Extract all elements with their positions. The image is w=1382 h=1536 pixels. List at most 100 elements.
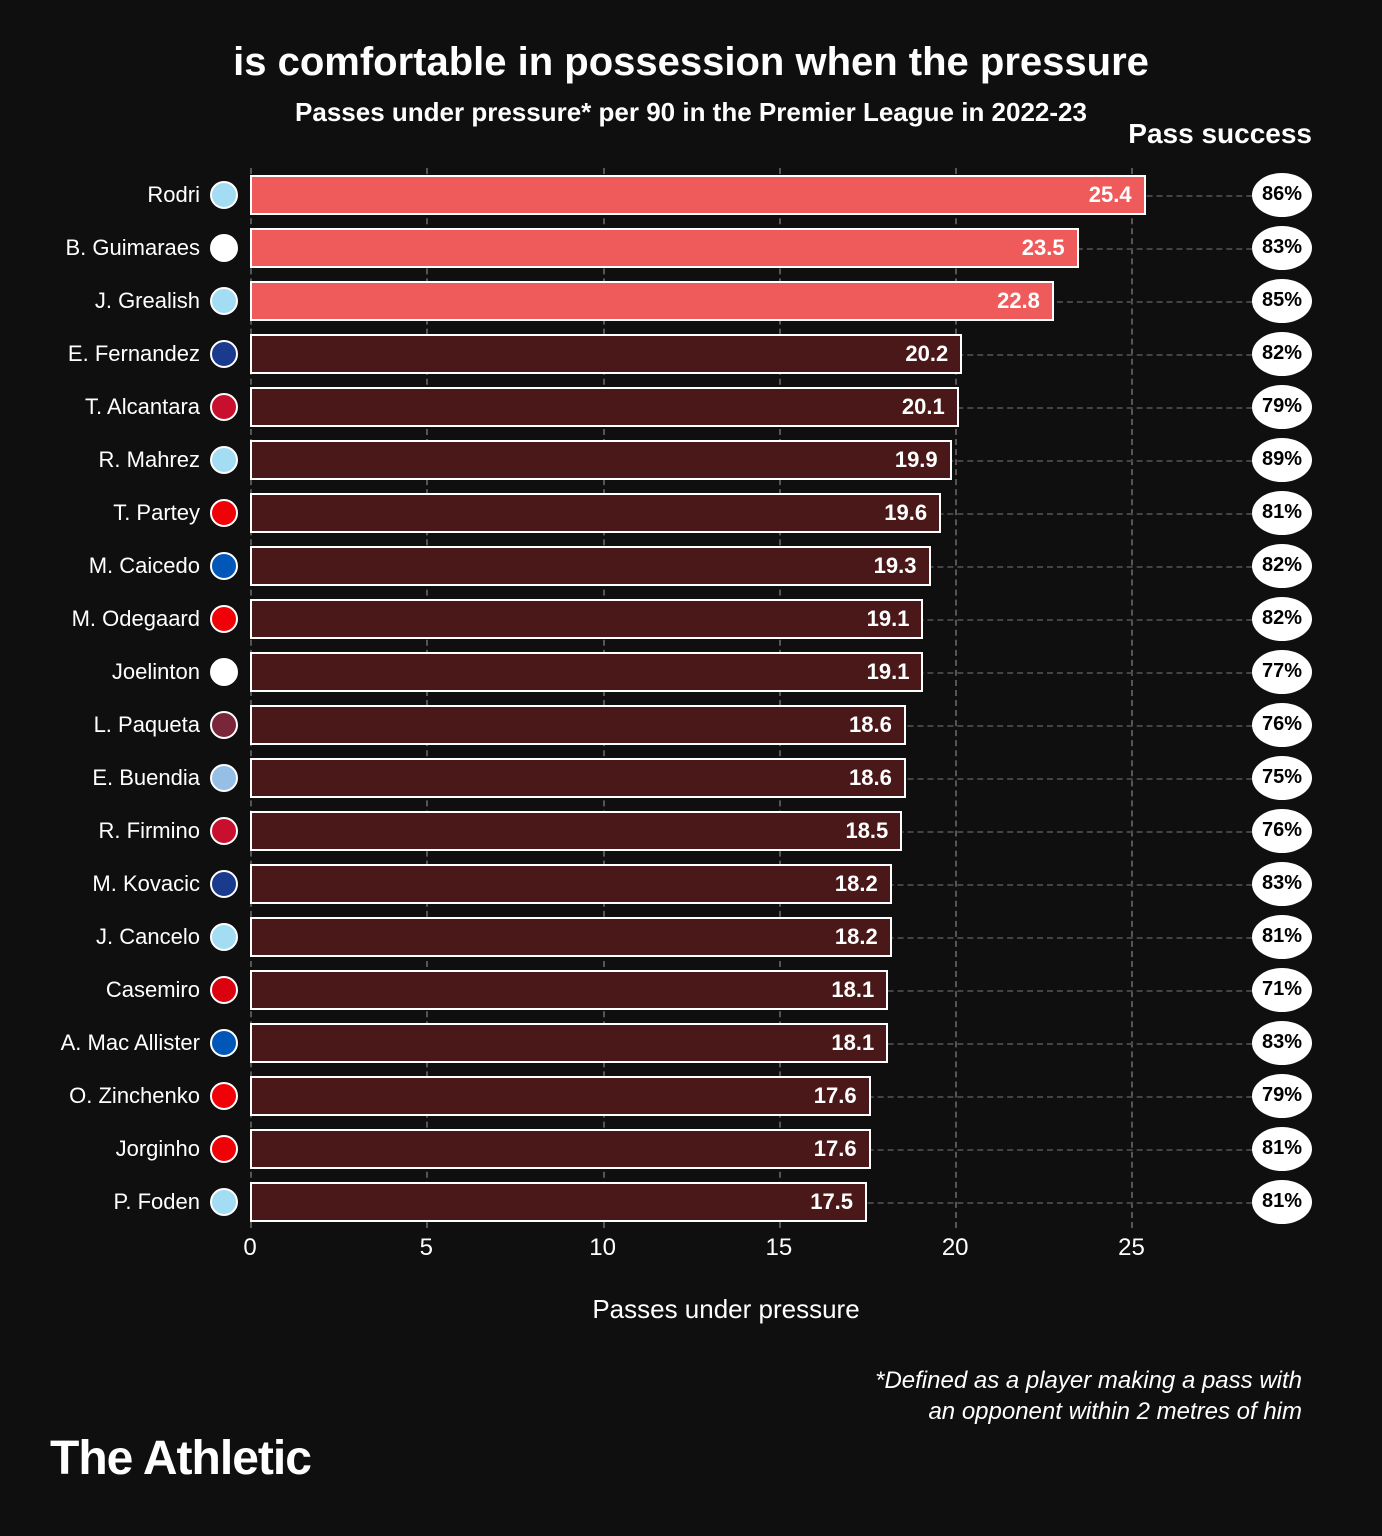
pass-success-value: 85%: [1252, 279, 1312, 323]
x-axis: 0510152025: [250, 1234, 1202, 1274]
team-badge-icon: [210, 446, 238, 474]
table-row: E. Buendia18.675%: [250, 751, 1202, 804]
player-name: T. Alcantara: [85, 394, 200, 420]
table-row: Rodri25.486%: [250, 168, 1202, 221]
bar: 18.1: [250, 970, 888, 1010]
table-row: Casemiro18.171%: [250, 963, 1202, 1016]
team-badge-icon: [210, 287, 238, 315]
bar: 18.2: [250, 864, 892, 904]
team-badge-icon: [210, 1135, 238, 1163]
team-badge-icon: [210, 658, 238, 686]
player-name: Joelinton: [112, 659, 200, 685]
team-badge-icon: [210, 605, 238, 633]
pass-success-value: 75%: [1252, 756, 1312, 800]
player-name: M. Caicedo: [89, 553, 200, 579]
bar: 19.6: [250, 493, 941, 533]
team-badge-icon: [210, 870, 238, 898]
team-badge-icon: [210, 976, 238, 1004]
player-name: O. Zinchenko: [69, 1083, 200, 1109]
player-name: R. Firmino: [99, 818, 200, 844]
pass-success-value: 76%: [1252, 703, 1312, 747]
player-name: A. Mac Allister: [61, 1030, 200, 1056]
bar: 22.8: [250, 281, 1054, 321]
table-row: J. Grealish22.885%: [250, 274, 1202, 327]
chart-area: Pass success Rodri25.486%B. Guimaraes23.…: [250, 168, 1202, 1325]
pass-success-value: 79%: [1252, 385, 1312, 429]
pass-success-value: 77%: [1252, 650, 1312, 694]
x-axis-label: Passes under pressure: [250, 1294, 1202, 1325]
player-name: Rodri: [147, 182, 200, 208]
pass-success-value: 82%: [1252, 544, 1312, 588]
player-name: J. Cancelo: [96, 924, 200, 950]
pass-success-value: 79%: [1252, 1074, 1312, 1118]
x-tick-label: 10: [589, 1234, 616, 1262]
team-badge-icon: [210, 764, 238, 792]
x-tick-label: 0: [243, 1234, 256, 1262]
player-name: B. Guimaraes: [66, 235, 201, 261]
pass-success-value: 71%: [1252, 968, 1312, 1012]
player-name: M. Odegaard: [72, 606, 200, 632]
table-row: O. Zinchenko17.679%: [250, 1069, 1202, 1122]
player-name: Jorginho: [116, 1136, 200, 1162]
footnote-line: *Defined as a player making a pass with: [60, 1365, 1302, 1396]
pass-success-value: 83%: [1252, 226, 1312, 270]
table-row: R. Firmino18.576%: [250, 804, 1202, 857]
player-name: T. Partey: [113, 500, 200, 526]
bar: 19.9: [250, 440, 952, 480]
team-badge-icon: [210, 340, 238, 368]
bar: 18.5: [250, 811, 902, 851]
player-name: R. Mahrez: [99, 447, 200, 473]
table-row: T. Alcantara20.179%: [250, 380, 1202, 433]
bar: 17.5: [250, 1182, 867, 1222]
team-badge-icon: [210, 1188, 238, 1216]
table-row: A. Mac Allister18.183%: [250, 1016, 1202, 1069]
x-tick-label: 25: [1118, 1234, 1145, 1262]
bar: 19.1: [250, 652, 923, 692]
pass-success-header: Pass success: [1128, 118, 1312, 150]
pass-success-value: 81%: [1252, 1180, 1312, 1224]
table-row: P. Foden17.581%: [250, 1175, 1202, 1228]
team-badge-icon: [210, 552, 238, 580]
chart-title: is comfortable in possession when the pr…: [60, 40, 1322, 85]
bar: 19.1: [250, 599, 923, 639]
table-row: R. Mahrez19.989%: [250, 433, 1202, 486]
player-name: J. Grealish: [95, 288, 200, 314]
pass-success-value: 83%: [1252, 862, 1312, 906]
pass-success-value: 83%: [1252, 1021, 1312, 1065]
bar: 18.2: [250, 917, 892, 957]
player-name: E. Buendia: [92, 765, 200, 791]
player-name: Casemiro: [106, 977, 200, 1003]
pass-success-value: 86%: [1252, 173, 1312, 217]
pass-success-value: 81%: [1252, 491, 1312, 535]
table-row: M. Caicedo19.382%: [250, 539, 1202, 592]
table-row: J. Cancelo18.281%: [250, 910, 1202, 963]
footnote-line: an opponent within 2 metres of him: [60, 1396, 1302, 1427]
pass-success-value: 81%: [1252, 915, 1312, 959]
table-row: E. Fernandez20.282%: [250, 327, 1202, 380]
pass-success-value: 82%: [1252, 332, 1312, 376]
table-row: M. Odegaard19.182%: [250, 592, 1202, 645]
bar: 17.6: [250, 1076, 871, 1116]
team-badge-icon: [210, 923, 238, 951]
team-badge-icon: [210, 499, 238, 527]
team-badge-icon: [210, 817, 238, 845]
team-badge-icon: [210, 1029, 238, 1057]
player-name: M. Kovacic: [92, 871, 200, 897]
x-tick-label: 15: [766, 1234, 793, 1262]
bar: 20.1: [250, 387, 959, 427]
team-badge-icon: [210, 1082, 238, 1110]
chart-footnote: *Defined as a player making a pass with …: [60, 1365, 1302, 1427]
brand-logo: The Athletic: [50, 1431, 311, 1486]
table-row: M. Kovacic18.283%: [250, 857, 1202, 910]
team-badge-icon: [210, 234, 238, 262]
table-row: L. Paqueta18.676%: [250, 698, 1202, 751]
bar: 17.6: [250, 1129, 871, 1169]
bar: 18.6: [250, 705, 906, 745]
pass-success-value: 89%: [1252, 438, 1312, 482]
pass-success-value: 82%: [1252, 597, 1312, 641]
player-name: E. Fernandez: [68, 341, 200, 367]
pass-success-value: 76%: [1252, 809, 1312, 853]
table-row: Jorginho17.681%: [250, 1122, 1202, 1175]
pass-success-value: 81%: [1252, 1127, 1312, 1171]
player-name: L. Paqueta: [94, 712, 200, 738]
